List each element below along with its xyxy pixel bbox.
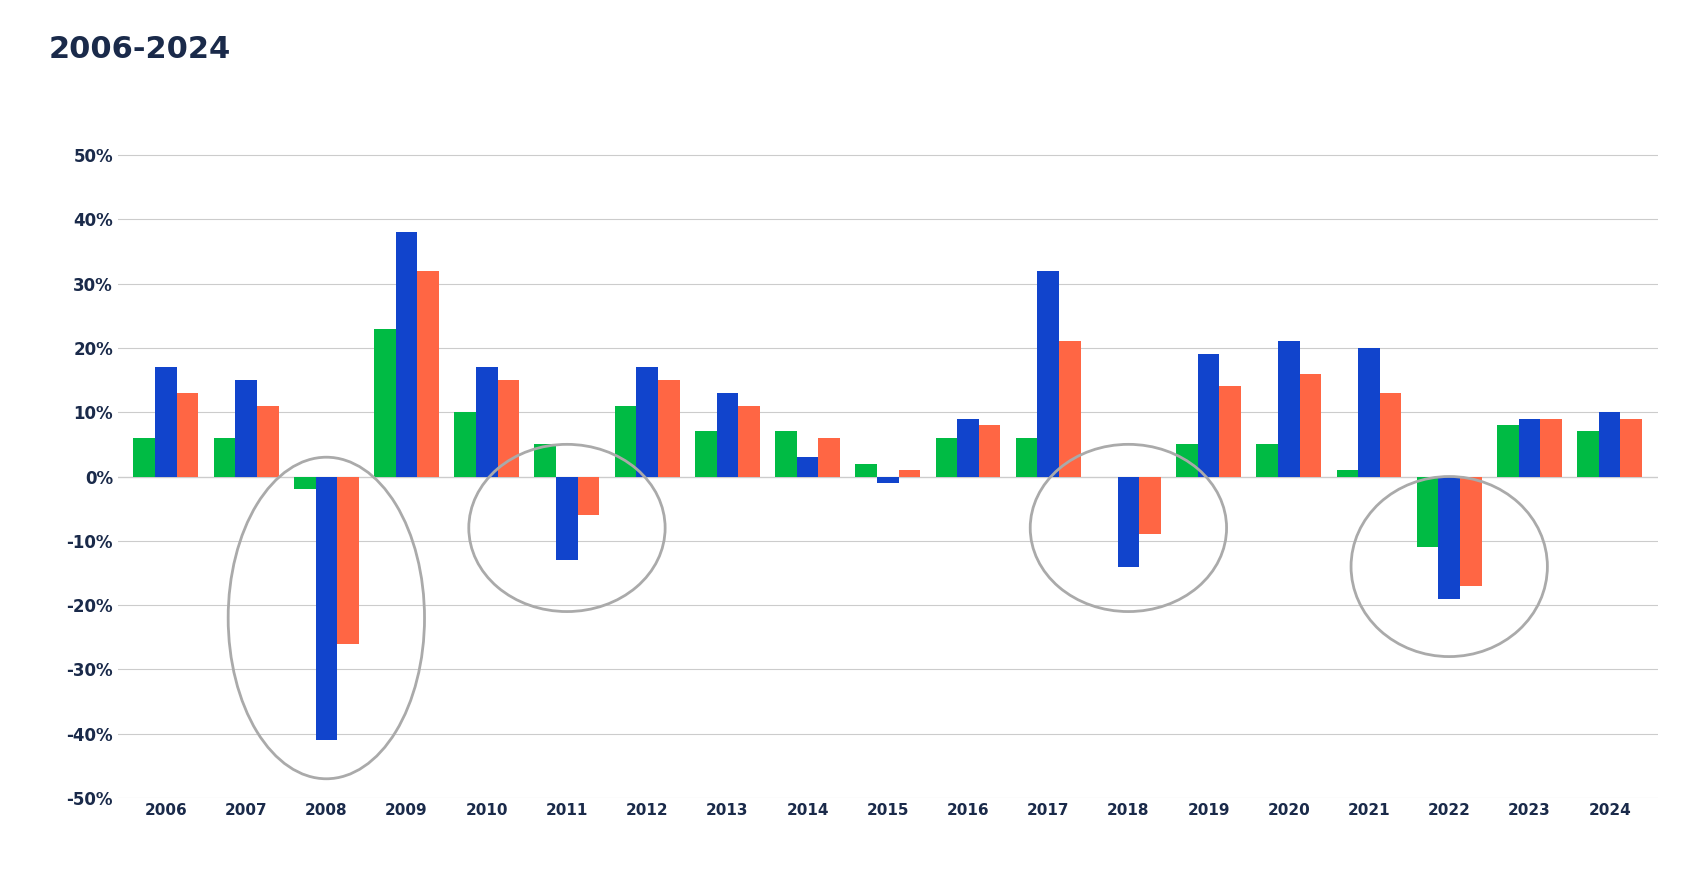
Bar (854, 464, 876, 476)
Bar (796, 457, 817, 476)
Bar (1058, 341, 1080, 476)
Bar (476, 367, 498, 476)
Bar (577, 476, 599, 515)
Bar (695, 431, 717, 476)
Bar (235, 380, 257, 476)
Bar (717, 393, 738, 476)
Bar (1379, 393, 1401, 476)
Bar (535, 445, 555, 476)
Bar (935, 438, 957, 476)
Bar (373, 329, 395, 476)
Bar (775, 431, 796, 476)
Bar (1460, 476, 1480, 586)
Bar (1438, 476, 1460, 599)
Text: 2006-2024: 2006-2024 (49, 35, 230, 64)
Bar (1036, 271, 1058, 476)
Bar (336, 476, 358, 644)
Bar (1277, 341, 1299, 476)
Bar (498, 380, 520, 476)
Bar (133, 438, 155, 476)
Bar (817, 438, 839, 476)
Bar (1336, 470, 1357, 476)
Bar (658, 380, 680, 476)
Bar (555, 476, 577, 560)
Bar (1255, 445, 1277, 476)
Bar (1219, 387, 1240, 476)
Bar (315, 476, 336, 740)
Bar (1517, 418, 1539, 476)
Bar (155, 367, 177, 476)
Bar (454, 412, 476, 476)
Bar (957, 418, 979, 476)
Bar (1539, 418, 1561, 476)
Bar (1620, 418, 1642, 476)
Bar (417, 271, 439, 476)
Bar (1299, 374, 1320, 476)
Bar (1176, 445, 1198, 476)
Bar (614, 406, 636, 476)
Bar (1495, 425, 1517, 476)
Bar (1198, 354, 1219, 476)
Bar (636, 367, 658, 476)
Bar (1016, 438, 1036, 476)
Bar (738, 406, 759, 476)
Bar (1117, 476, 1139, 567)
Bar (1416, 476, 1438, 547)
Bar (214, 438, 235, 476)
Bar (1576, 431, 1598, 476)
Bar (1357, 348, 1379, 476)
Bar (257, 406, 279, 476)
Bar (395, 232, 417, 476)
Legend: Asia Pacific Bonds, Asia Pacific Equities, 60% AP Equities / 40% AP Bonds: Asia Pacific Bonds, Asia Pacific Equitie… (57, 0, 821, 7)
Bar (1139, 476, 1161, 534)
Bar (979, 425, 999, 476)
Bar (898, 470, 920, 476)
Bar (1598, 412, 1620, 476)
Bar (177, 393, 198, 476)
Bar (876, 476, 898, 483)
Bar (294, 476, 315, 489)
